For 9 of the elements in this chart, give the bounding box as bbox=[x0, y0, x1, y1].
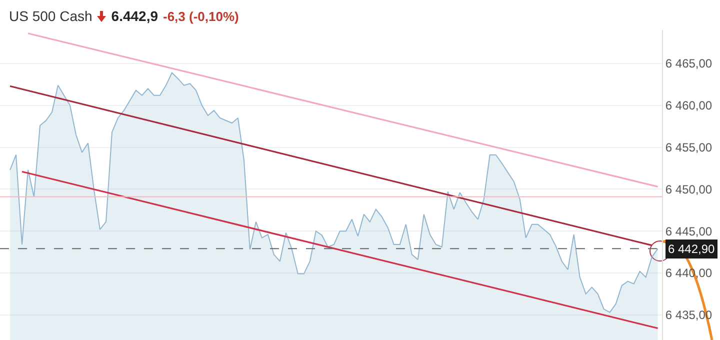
y-tick-label: 6 445,00 bbox=[665, 224, 712, 238]
text: -6,3 (-0,10%) bbox=[163, 8, 239, 24]
y-tick-label: 6 465,00 bbox=[665, 56, 712, 71]
chart-title: US 500 Cash bbox=[9, 8, 92, 24]
ref-line-label: 6 442,90 bbox=[668, 242, 716, 256]
chart-subtitle: 6.442,9 bbox=[111, 8, 158, 24]
y-tick-label: 6 455,00 bbox=[665, 140, 712, 154]
y-tick-label: 6 460,00 bbox=[665, 98, 712, 113]
y-tick-label: 6 450,00 bbox=[665, 182, 712, 196]
